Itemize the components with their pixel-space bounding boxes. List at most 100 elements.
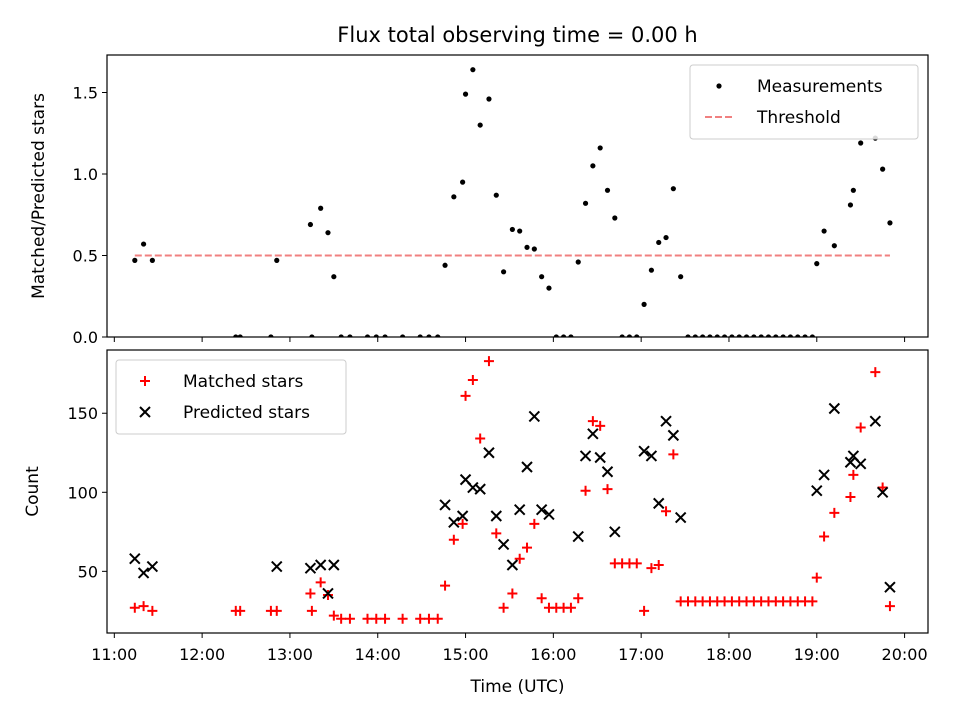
measurement-point bbox=[831, 243, 837, 249]
measurement-point bbox=[648, 267, 655, 273]
y-tick-label: 0.0 bbox=[73, 328, 98, 347]
matched-star-marker bbox=[529, 518, 540, 529]
measurement-point bbox=[500, 269, 507, 275]
measurement-point bbox=[795, 334, 801, 337]
legend-entry-label: Matched stars bbox=[183, 372, 303, 392]
measurement-point bbox=[663, 234, 669, 241]
measurement-point bbox=[331, 274, 337, 280]
predicted-star-marker bbox=[811, 485, 823, 497]
measurement-point bbox=[524, 244, 530, 250]
measurement-point bbox=[462, 91, 469, 97]
matched-star-marker bbox=[661, 506, 672, 517]
matched-star-marker bbox=[514, 553, 525, 564]
measurement-point bbox=[780, 334, 786, 337]
predicted-star-marker bbox=[844, 456, 857, 468]
matched-star-marker bbox=[807, 596, 818, 607]
predicted-star-marker bbox=[543, 508, 555, 521]
matched-star-marker bbox=[328, 610, 339, 621]
measurement-point bbox=[582, 200, 589, 206]
matched-star-marker bbox=[829, 507, 840, 518]
matched-star-marker bbox=[811, 572, 822, 583]
measurement-point bbox=[597, 145, 603, 151]
measurement-point bbox=[880, 166, 886, 172]
measurement-point bbox=[714, 334, 720, 337]
measurement-point bbox=[382, 334, 388, 337]
matched-star-marker bbox=[475, 433, 486, 444]
measurement-point bbox=[604, 187, 611, 193]
matched-star-marker bbox=[460, 390, 471, 401]
measurement-point bbox=[692, 334, 698, 337]
measurement-point bbox=[751, 334, 757, 337]
legend-marker bbox=[140, 376, 150, 386]
x-tick-label: 17:00 bbox=[618, 645, 664, 664]
measurement-point bbox=[364, 334, 371, 337]
matched-star-marker bbox=[336, 613, 347, 624]
matched-star-marker bbox=[129, 602, 140, 613]
y-tick-label: 100 bbox=[67, 483, 98, 502]
measurement-point bbox=[132, 257, 138, 263]
matched-star-marker bbox=[371, 613, 382, 624]
measurement-point bbox=[400, 334, 406, 337]
measurement-point bbox=[634, 334, 640, 337]
predicted-star-marker bbox=[271, 560, 283, 573]
predicted-star-marker bbox=[328, 559, 340, 571]
measurement-point bbox=[470, 67, 476, 73]
legend: Matched stars Predicted stars bbox=[115, 359, 347, 435]
x-axis-label: Time (UTC) bbox=[470, 677, 565, 697]
measurement-point bbox=[486, 96, 492, 102]
matched-star-marker bbox=[848, 469, 859, 480]
legend-marker bbox=[139, 406, 151, 418]
measurement-point bbox=[707, 334, 713, 337]
x-tick-label: 18:00 bbox=[706, 645, 752, 664]
predicted-star-marker bbox=[528, 410, 541, 423]
matched-star-marker bbox=[595, 420, 606, 431]
predicted-star-marker bbox=[572, 530, 584, 543]
x-tick-label: 11:00 bbox=[91, 645, 137, 664]
matched-star-marker bbox=[423, 613, 434, 624]
predicted-star-marker bbox=[609, 526, 621, 538]
measurement-point bbox=[140, 241, 147, 247]
matched-star-marker bbox=[587, 416, 598, 427]
y-tick-label: 0.5 bbox=[73, 246, 98, 265]
predicted-star-marker bbox=[506, 559, 519, 571]
measurement-point bbox=[318, 205, 324, 211]
measurement-point bbox=[347, 334, 353, 337]
matched-star-marker bbox=[573, 593, 584, 604]
x-tick-label: 19:00 bbox=[794, 645, 840, 664]
measurement-point bbox=[641, 301, 647, 307]
measurement-point bbox=[850, 187, 856, 193]
plot-frame bbox=[106, 349, 929, 634]
predicted-star-marker bbox=[129, 552, 141, 565]
matched-star-marker bbox=[397, 613, 408, 624]
matched-star-marker bbox=[457, 518, 468, 529]
x-tick-label: 13:00 bbox=[267, 645, 313, 664]
predicted-star-marker bbox=[638, 445, 650, 457]
predicted-star-marker bbox=[601, 466, 614, 478]
measurement-point bbox=[887, 220, 893, 226]
predicted-star-marker bbox=[674, 511, 687, 524]
matched-star-marker bbox=[668, 449, 679, 460]
matched-star-marker bbox=[362, 613, 373, 624]
measurement-point bbox=[417, 334, 423, 337]
measurement-point bbox=[233, 334, 239, 337]
measurement-point bbox=[451, 194, 457, 200]
measurement-point bbox=[517, 228, 523, 234]
matched-star-marker bbox=[415, 613, 426, 624]
predicted-star-marker bbox=[322, 587, 334, 600]
legend-marker bbox=[716, 83, 722, 89]
matched-star-marker bbox=[147, 605, 158, 616]
matched-star-marker bbox=[536, 593, 547, 604]
predicted-star-marker bbox=[304, 562, 317, 574]
measurement-point bbox=[809, 334, 815, 337]
predicted-star-marker bbox=[483, 447, 495, 459]
measurement-point bbox=[685, 334, 691, 337]
measurement-point bbox=[590, 163, 596, 169]
measurement-point bbox=[758, 334, 764, 337]
predicted-star-marker bbox=[653, 497, 665, 510]
measurement-point bbox=[149, 257, 155, 263]
x-tick-label: 15:00 bbox=[442, 645, 488, 664]
legend: Measurements Threshold bbox=[689, 64, 919, 140]
legend-box bbox=[115, 359, 347, 435]
plot-frame bbox=[106, 54, 929, 338]
top-panel-y-axis-label: Matched/Predicted stars bbox=[29, 93, 49, 299]
